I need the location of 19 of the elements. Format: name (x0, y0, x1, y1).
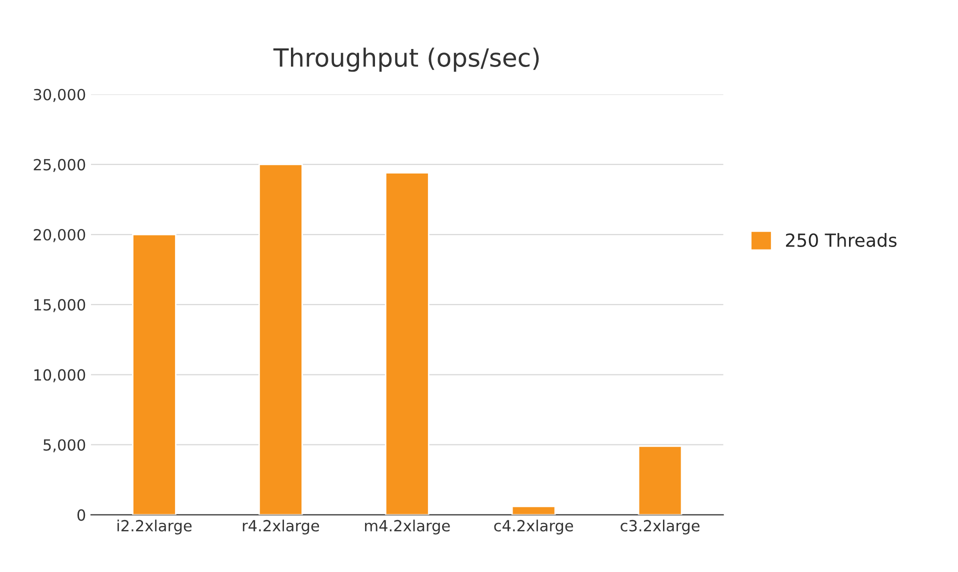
x-tick-label: i2.2xlarge (118, 520, 192, 534)
y-tick-label: 20,000 (34, 228, 86, 242)
x-tick-label: c3.2xlarge (620, 520, 700, 534)
y-tick-label: 5,000 (44, 439, 86, 452)
bar (384, 172, 430, 515)
x-tick-label: m4.2xlarge (365, 520, 450, 534)
y-tick-label: 10,000 (34, 369, 86, 382)
y-tick-label: 30,000 (34, 88, 86, 102)
x-tick-label: r4.2xlarge (242, 520, 320, 534)
x-tick-label: c4.2xlarge (494, 520, 574, 534)
bar (638, 445, 682, 515)
bar (258, 164, 303, 515)
y-tick-label: 15,000 (34, 299, 86, 312)
bar (511, 506, 556, 515)
bar (132, 234, 176, 515)
chart-title: Throughput (ops/sec) (273, 48, 539, 72)
y-tick-label: 0 (77, 509, 86, 521)
legend-label: 250 Threads (786, 233, 897, 248)
y-tick-label: 25,000 (34, 158, 86, 172)
